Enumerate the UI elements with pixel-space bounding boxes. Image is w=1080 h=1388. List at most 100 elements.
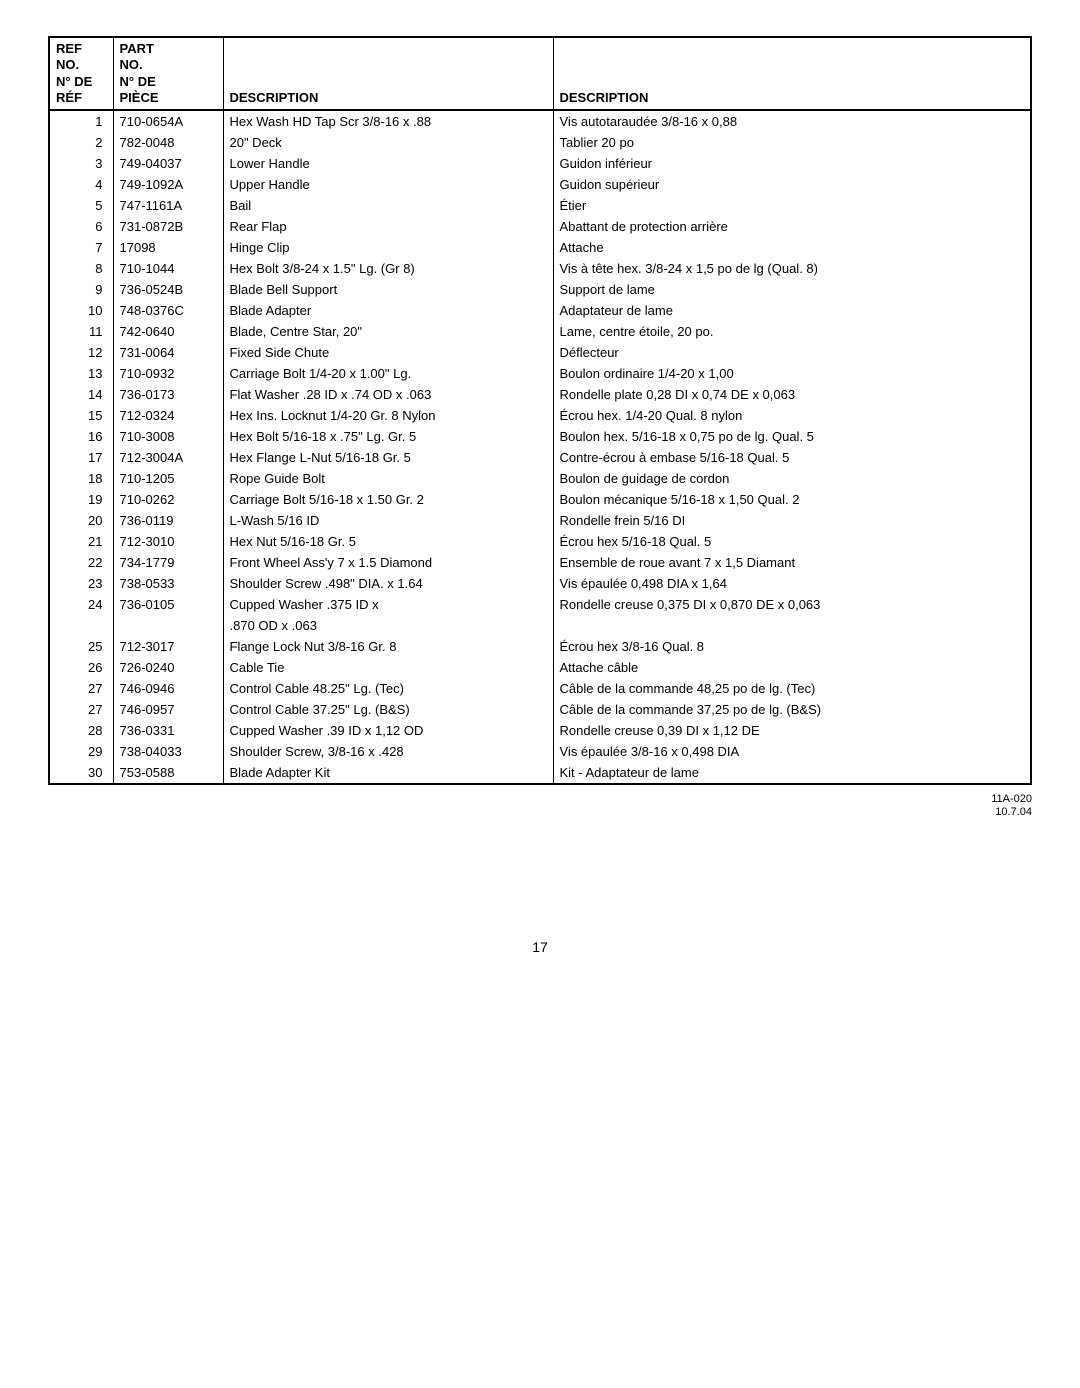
cell-part: 731-0064 (113, 342, 223, 363)
cell-desc-fr: Attache (553, 237, 1031, 258)
table-row: 26726-0240Cable TieAttache câble (49, 657, 1031, 678)
table-row: 17712-3004AHex Flange L-Nut 5/16-18 Gr. … (49, 447, 1031, 468)
cell-desc-fr: Ensemble de roue avant 7 x 1,5 Diamant (553, 552, 1031, 573)
table-row: 29738-04033Shoulder Screw, 3/8-16 x .428… (49, 741, 1031, 762)
cell-part: 710-0654A (113, 110, 223, 132)
cell-desc-en: Flange Lock Nut 3/8-16 Gr. 8 (223, 636, 553, 657)
table-row: 15712-0324Hex Ins. Locknut 1/4-20 Gr. 8 … (49, 405, 1031, 426)
cell-desc-fr: Rondelle creuse 0,39 DI x 1,12 DE (553, 720, 1031, 741)
cell-part: 710-0262 (113, 489, 223, 510)
cell-desc-en: Carriage Bolt 1/4-20 x 1.00" Lg. (223, 363, 553, 384)
table-row: 9736-0524BBlade Bell SupportSupport de l… (49, 279, 1031, 300)
cell-desc-en: Flat Washer .28 ID x .74 OD x .063 (223, 384, 553, 405)
cell-ref: 8 (49, 258, 113, 279)
cell-part: 746-0957 (113, 699, 223, 720)
table-row: 21712-3010Hex Nut 5/16-18 Gr. 5Écrou hex… (49, 531, 1031, 552)
cell-desc-en: Rope Guide Bolt (223, 468, 553, 489)
cell-part: 736-0173 (113, 384, 223, 405)
cell-desc-fr: Rondelle plate 0,28 DI x 0,74 DE x 0,063 (553, 384, 1031, 405)
cell-part: 746-0946 (113, 678, 223, 699)
cell-desc-fr (553, 615, 1031, 636)
cell-desc-en: Control Cable 37.25" Lg. (B&S) (223, 699, 553, 720)
cell-part: 710-0932 (113, 363, 223, 384)
table-row: 14736-0173Flat Washer .28 ID x .74 OD x … (49, 384, 1031, 405)
cell-part: 712-3010 (113, 531, 223, 552)
cell-desc-fr: Boulon hex. 5/16-18 x 0,75 po de lg. Qua… (553, 426, 1031, 447)
table-row: 6731-0872BRear FlapAbattant de protectio… (49, 216, 1031, 237)
cell-ref: 21 (49, 531, 113, 552)
header-ref-line4: RÉF (56, 90, 107, 106)
cell-desc-fr: Support de lame (553, 279, 1031, 300)
cell-desc-fr: Câble de la commande 48,25 po de lg. (Te… (553, 678, 1031, 699)
header-part-line1: PART (120, 41, 217, 57)
cell-part: 710-1044 (113, 258, 223, 279)
footer-code: 11A-020 (991, 793, 1032, 805)
cell-desc-en: 20" Deck (223, 132, 553, 153)
cell-desc-fr: Vis à tête hex. 3/8-24 x 1,5 po de lg (Q… (553, 258, 1031, 279)
cell-part: 738-0533 (113, 573, 223, 594)
cell-desc-fr: Abattant de protection arrière (553, 216, 1031, 237)
cell-desc-en: Lower Handle (223, 153, 553, 174)
cell-ref: 13 (49, 363, 113, 384)
cell-ref: 22 (49, 552, 113, 573)
cell-part: 17098 (113, 237, 223, 258)
cell-desc-en: Hex Nut 5/16-18 Gr. 5 (223, 531, 553, 552)
cell-ref: 14 (49, 384, 113, 405)
header-desc-en-label: DESCRIPTION (230, 90, 319, 105)
header-ref-line3: N° DE (56, 74, 107, 90)
cell-desc-en: Blade, Centre Star, 20" (223, 321, 553, 342)
cell-part: 782-0048 (113, 132, 223, 153)
cell-ref: 18 (49, 468, 113, 489)
cell-desc-fr: Écrou hex 5/16-18 Qual. 5 (553, 531, 1031, 552)
cell-desc-fr: Déflecteur (553, 342, 1031, 363)
cell-part: 736-0524B (113, 279, 223, 300)
header-desc-en: DESCRIPTION (223, 37, 553, 110)
cell-ref: 2 (49, 132, 113, 153)
table-row: 5747-1161ABailÉtier (49, 195, 1031, 216)
cell-part: 749-04037 (113, 153, 223, 174)
cell-desc-fr: Kit - Adaptateur de lame (553, 762, 1031, 784)
cell-desc-en: Cupped Washer .375 ID x (223, 594, 553, 615)
cell-desc-en: Shoulder Screw .498" DIA. x 1.64 (223, 573, 553, 594)
cell-desc-en: Hex Bolt 3/8-24 x 1.5" Lg. (Gr 8) (223, 258, 553, 279)
cell-ref: 27 (49, 678, 113, 699)
cell-desc-fr: Guidon inférieur (553, 153, 1031, 174)
cell-part: 748-0376C (113, 300, 223, 321)
cell-desc-fr: Rondelle creuse 0,375 DI x 0,870 DE x 0,… (553, 594, 1031, 615)
page-number: 17 (48, 939, 1032, 955)
cell-desc-fr: Adaptateur de lame (553, 300, 1031, 321)
cell-desc-en: Cable Tie (223, 657, 553, 678)
cell-desc-fr: Tablier 20 po (553, 132, 1031, 153)
footer-date: 10.7.04 (995, 806, 1032, 818)
table-row: 4749-1092AUpper HandleGuidon supérieur (49, 174, 1031, 195)
table-row: 717098Hinge ClipAttache (49, 237, 1031, 258)
cell-ref: 7 (49, 237, 113, 258)
cell-desc-en: Hex Wash HD Tap Scr 3/8-16 x .88 (223, 110, 553, 132)
cell-desc-fr: Vis autotaraudée 3/8-16 x 0,88 (553, 110, 1031, 132)
cell-ref (49, 615, 113, 636)
cell-part: 710-1205 (113, 468, 223, 489)
cell-ref: 16 (49, 426, 113, 447)
header-ref: REF NO. N° DE RÉF (49, 37, 113, 110)
table-body: 1710-0654AHex Wash HD Tap Scr 3/8-16 x .… (49, 110, 1031, 784)
table-row: 16710-3008Hex Bolt 5/16-18 x .75" Lg. Gr… (49, 426, 1031, 447)
header-desc-fr-label: DESCRIPTION (560, 90, 649, 105)
cell-desc-fr: Étier (553, 195, 1031, 216)
footer-right: 11A-020 10.7.04 (48, 793, 1032, 819)
cell-desc-fr: Attache câble (553, 657, 1031, 678)
cell-ref: 9 (49, 279, 113, 300)
cell-ref: 10 (49, 300, 113, 321)
cell-desc-fr: Câble de la commande 37,25 po de lg. (B&… (553, 699, 1031, 720)
cell-desc-fr: Boulon de guidage de cordon (553, 468, 1031, 489)
header-part: PART NO. N° DE PIÈCE (113, 37, 223, 110)
table-row: 25712-3017Flange Lock Nut 3/8-16 Gr. 8Éc… (49, 636, 1031, 657)
cell-part: 738-04033 (113, 741, 223, 762)
cell-ref: 27 (49, 699, 113, 720)
cell-part: 736-0105 (113, 594, 223, 615)
cell-ref: 24 (49, 594, 113, 615)
cell-ref: 23 (49, 573, 113, 594)
header-part-line2: NO. (120, 57, 217, 73)
header-ref-line1: REF (56, 41, 107, 57)
cell-desc-en: Blade Bell Support (223, 279, 553, 300)
cell-part: 736-0331 (113, 720, 223, 741)
